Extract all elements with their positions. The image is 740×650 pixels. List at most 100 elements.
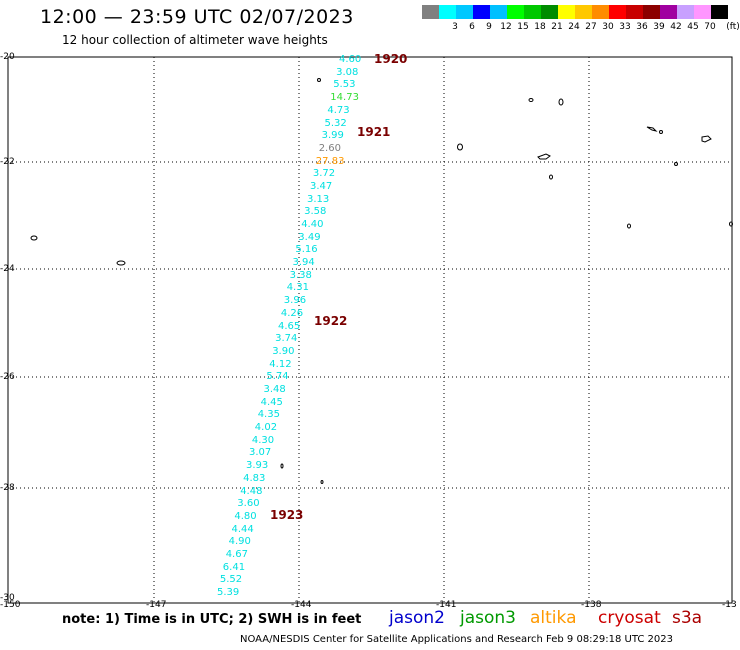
island-outlines <box>30 78 733 484</box>
pass-time-label: 1921 <box>357 125 391 139</box>
footnote: note: 1) Time is in UTC; 2) SWH is in fe… <box>62 612 362 627</box>
wave-height-value: 2.60 <box>318 142 341 154</box>
wave-height-value: 3.74 <box>275 333 298 345</box>
legend-swatch <box>609 5 626 19</box>
longitude-label: -13 <box>722 600 737 610</box>
legend-label: 45 <box>687 22 699 32</box>
wave-height-value: 3.07 <box>249 447 272 459</box>
latitude-label: -22 <box>0 157 15 167</box>
wave-height-value: 3.99 <box>321 130 344 142</box>
wave-height-value: 3.49 <box>298 231 321 243</box>
legend-label: 21 <box>551 22 563 32</box>
legend-swatch <box>456 5 473 19</box>
wave-height-value: 4.83 <box>243 472 266 484</box>
longitude-label: -144 <box>291 600 312 610</box>
wave-height-value: 5.74 <box>266 371 289 383</box>
pass-time-label: 1923 <box>270 508 304 522</box>
wave-height-value: 3.38 <box>289 269 312 281</box>
latitude-label: -20 <box>0 52 15 62</box>
wave-height-value: 3.94 <box>292 257 315 268</box>
wave-height-value: 4.30 <box>251 434 275 446</box>
satellite-name: jason3 <box>460 608 516 628</box>
legend-label: 24 <box>568 22 580 32</box>
wave-height-value: 4.48 <box>240 485 263 497</box>
legend-label: 18 <box>534 22 546 32</box>
legend-label: 9 <box>486 22 492 32</box>
legend-swatch <box>439 5 456 19</box>
page-title: 12:00 — 23:59 UTC 02/07/2023 <box>40 6 354 28</box>
wave-height-value: 4.45 <box>260 396 283 408</box>
wave-height-value: 3.47 <box>310 180 333 192</box>
wave-height-value: 4.31 <box>286 282 309 294</box>
legend-swatch <box>422 5 439 19</box>
wave-height-value: 4.40 <box>301 219 324 230</box>
wave-height-value: 4.80 <box>234 510 257 522</box>
wave-height-value: 5.32 <box>324 117 347 129</box>
legend-swatch <box>694 5 711 19</box>
wave-height-value: 5.39 <box>217 587 240 598</box>
wave-height-value: 4.73 <box>327 104 350 116</box>
wave-height-value: 4.60 <box>339 54 362 65</box>
legend-swatch <box>643 5 660 19</box>
latitude-label: -28 <box>0 483 15 493</box>
legend-label: 27 <box>585 22 597 32</box>
latitude-label: -30 <box>0 593 15 603</box>
pass-time-label: 1920 <box>374 52 408 66</box>
wave-height-value: 4.12 <box>269 358 292 370</box>
latitude-label: -26 <box>0 372 15 382</box>
wave-height-value: 4.35 <box>257 409 280 421</box>
legend-unit: (ft) <box>726 22 740 32</box>
wave-height-value: 3.60 <box>237 498 260 510</box>
wave-height-value: 5.16 <box>295 244 318 256</box>
credit-line: NOAA/NESDIS Center for Satellite Applica… <box>240 634 673 645</box>
legend-swatch <box>541 5 558 19</box>
wave-height-value: 4.26 <box>280 307 304 319</box>
legend-swatch <box>558 5 575 19</box>
grid-lines <box>8 57 732 603</box>
longitude-label: -147 <box>146 600 167 610</box>
legend-label: 39 <box>653 22 665 32</box>
satellite-name: s3a <box>672 608 703 628</box>
legend-swatch <box>677 5 694 19</box>
legend-label: 12 <box>500 22 512 32</box>
wave-height-value: 3.93 <box>246 460 269 472</box>
legend-label: 36 <box>636 22 648 32</box>
legend-swatch <box>575 5 592 19</box>
wave-height-value: 3.58 <box>304 206 327 218</box>
wave-height-value: 5.53 <box>333 79 356 91</box>
longitude-label: -138 <box>581 600 602 610</box>
wave-height-value: 3.08 <box>336 66 359 78</box>
pass-time-label: 1922 <box>314 314 348 328</box>
legend-swatch <box>592 5 609 19</box>
wave-height-value: 6.41 <box>222 561 246 573</box>
latitude-label: -24 <box>0 264 15 274</box>
legend-swatch <box>473 5 490 19</box>
legend-label: 70 <box>704 22 716 32</box>
legend-label: 15 <box>517 22 529 32</box>
wave-height-value: 4.67 <box>225 548 248 560</box>
legend-swatch <box>626 5 643 19</box>
wave-height-value: 4.44 <box>231 523 254 535</box>
wave-height-value: 27.83 <box>315 155 345 167</box>
legend-label: 6 <box>469 22 475 32</box>
legend-swatch <box>507 5 524 19</box>
wave-height-value: 5.52 <box>219 574 243 586</box>
wave-height-value: 4.02 <box>254 422 278 433</box>
legend-swatch <box>490 5 507 19</box>
wave-height-value: 4.65 <box>278 320 301 332</box>
legend-swatch <box>711 5 728 19</box>
legend-label: 3 <box>452 22 458 32</box>
wave-height-value: 3.96 <box>283 295 307 307</box>
legend-label: 33 <box>619 22 631 32</box>
wave-height-value: 14.73 <box>330 92 359 104</box>
wave-height-value: 3.90 <box>272 345 295 357</box>
wave-height-value: 4.90 <box>228 536 251 548</box>
legend-label: 30 <box>602 22 614 32</box>
legend-label: 42 <box>670 22 682 32</box>
legend-swatch <box>660 5 677 19</box>
longitude-label: -141 <box>436 600 457 610</box>
page-subtitle: 12 hour collection of altimeter wave hei… <box>62 33 328 47</box>
wave-height-value: 3.13 <box>307 193 330 205</box>
satellite-name: cryosat <box>598 608 661 628</box>
